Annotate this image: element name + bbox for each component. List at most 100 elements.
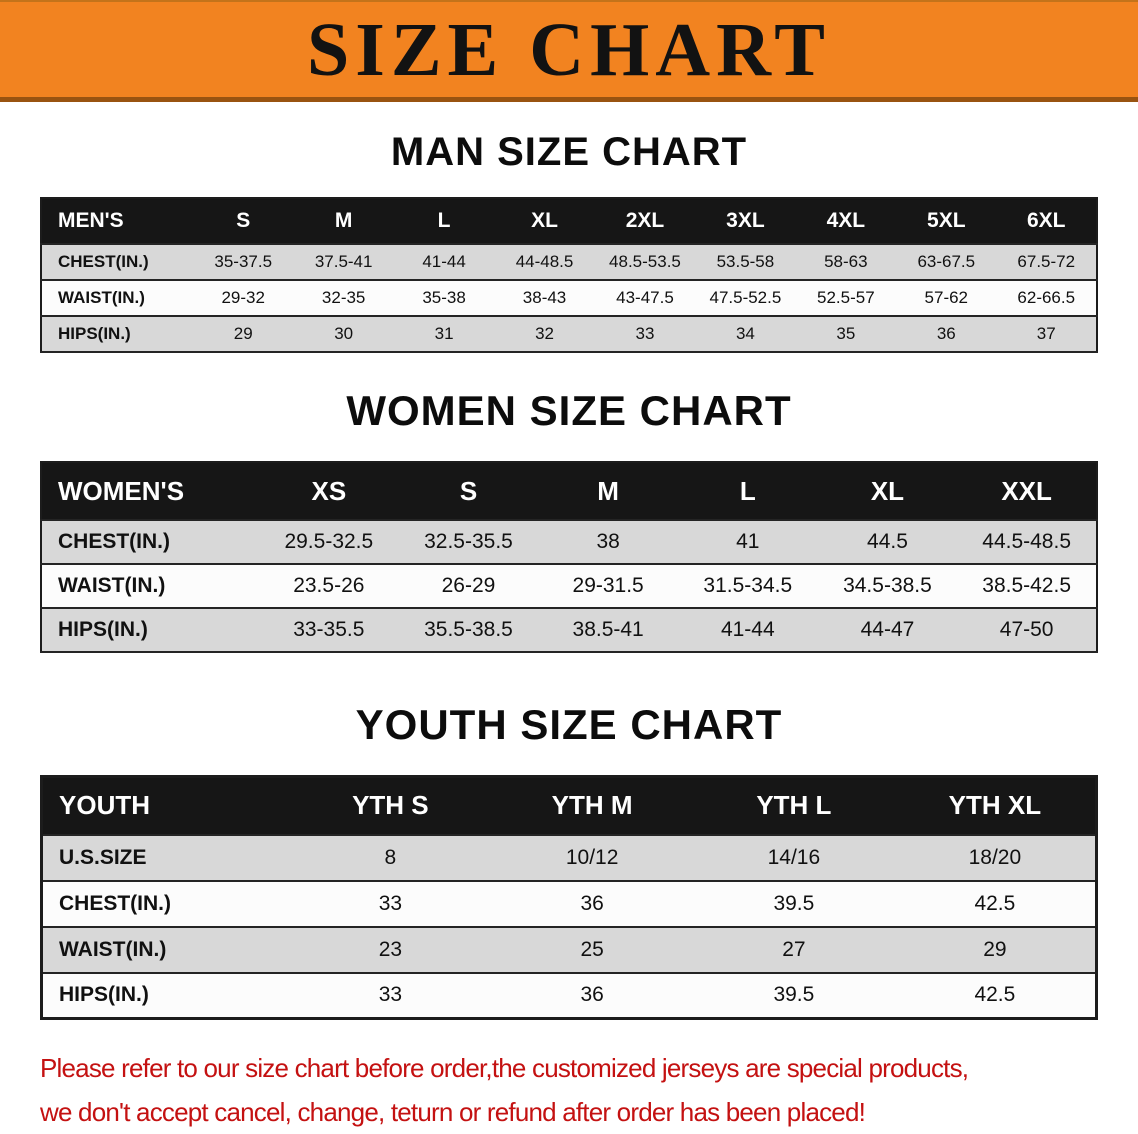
cell-value: 41-44 xyxy=(422,252,466,271)
cell-value: 30 xyxy=(334,324,354,343)
cell-value: 57-62 xyxy=(924,288,969,307)
cell-value: 33 xyxy=(378,983,403,1007)
cell-value: 29-32 xyxy=(221,288,265,307)
cell-value: 39.5 xyxy=(773,891,815,915)
cell-value: 35-37.5 xyxy=(214,252,273,271)
cell-value: 48.5-53.5 xyxy=(609,252,681,271)
women-size-table: WOMEN'S XS S M L XL XXL CHEST(IN.) 29.5-32.5 32.5… xyxy=(40,461,1098,653)
women-section-heading: WOMEN SIZE CHART xyxy=(346,387,792,434)
cell-value: 31.5-34.5 xyxy=(703,574,793,597)
table-row: WAIST(IN.) 23.5-26 26-29 29-31.5 31.5-34.5 34… xyxy=(41,564,1097,608)
women-size-section: WOMEN SIZE CHART WOMEN'S XS S M L XL XXL CHEST(… xyxy=(0,387,1138,653)
column-header: S xyxy=(193,198,294,244)
cell-value: 35 xyxy=(836,324,856,343)
row-label: CHEST(IN.) xyxy=(58,252,149,271)
cell-value: 38-43 xyxy=(522,288,567,307)
column-header: YTH S xyxy=(289,776,492,835)
table-corner-label: MEN'S xyxy=(41,198,193,244)
column-header: 6XL xyxy=(996,198,1097,244)
column-header: 2XL xyxy=(594,198,696,244)
cell-value: 29 xyxy=(233,324,253,343)
cell-value: 10/12 xyxy=(565,845,619,869)
cell-value: 52.5-57 xyxy=(817,288,875,307)
cell-value: 23.5-26 xyxy=(293,574,365,597)
table-row: HIPS(IN.) 29 30 31 32 33 34 35 36 37 xyxy=(41,316,1097,352)
cell-value: 32.5-35.5 xyxy=(424,530,513,553)
row-label: CHEST(IN.) xyxy=(59,891,171,915)
row-label: WAIST(IN.) xyxy=(58,574,166,597)
youth-section-heading: YOUTH SIZE CHART xyxy=(355,701,783,748)
table-header-row: YOUTH YTH S YTH M YTH L YTH XL xyxy=(41,776,1097,835)
notice-line-1: Please refer to our size chart before or… xyxy=(40,1053,969,1083)
cell-value: 47.5-52.5 xyxy=(709,288,782,307)
cell-value: 32 xyxy=(535,324,554,343)
cell-value: 36 xyxy=(580,891,604,915)
cell-value: 44.5 xyxy=(867,530,908,553)
cell-value: 43-47.5 xyxy=(616,288,674,307)
column-header: XXL xyxy=(957,462,1097,520)
cell-value: 42.5 xyxy=(974,891,1016,915)
cell-value: 42.5 xyxy=(974,983,1016,1007)
cell-value: 18/20 xyxy=(968,845,1022,869)
cell-value: 38.5-42.5 xyxy=(982,574,1072,597)
row-label: HIPS(IN.) xyxy=(58,324,131,343)
cell-value: 32-35 xyxy=(321,288,366,307)
row-label: U.S.SIZE xyxy=(59,845,147,869)
row-label: HIPS(IN.) xyxy=(58,618,148,641)
column-header: YTH L xyxy=(693,776,895,835)
column-header: 5XL xyxy=(896,198,997,244)
cell-value: 44-48.5 xyxy=(515,252,574,271)
cell-value: 29 xyxy=(983,937,1007,961)
cell-value: 35.5-38.5 xyxy=(424,618,513,641)
cell-value: 44.5-48.5 xyxy=(982,530,1072,553)
cell-value: 39.5 xyxy=(773,983,815,1007)
table-corner-label: YOUTH xyxy=(41,776,290,835)
row-label: CHEST(IN.) xyxy=(58,530,170,553)
table-header-row: WOMEN'S XS S M L XL XXL xyxy=(41,462,1097,520)
row-label: WAIST(IN.) xyxy=(59,937,167,961)
column-header: 3XL xyxy=(695,198,796,244)
cell-value: 37 xyxy=(1036,324,1056,343)
cell-value: 33 xyxy=(635,324,655,343)
cell-value: 31 xyxy=(434,324,454,343)
men-section-heading: MAN SIZE CHART xyxy=(390,130,748,174)
cell-value: 67.5-72 xyxy=(1017,252,1076,271)
column-header: M xyxy=(293,198,394,244)
table-row: U.S.SIZE 8 10/12 14/16 18/20 xyxy=(41,834,1097,881)
footer-notice: Please refer to our size chart before or… xyxy=(40,1046,1138,1134)
cell-value: 14/16 xyxy=(767,845,821,869)
cell-value: 33 xyxy=(378,891,403,915)
cell-value: 33-35.5 xyxy=(293,618,365,641)
column-header: M xyxy=(538,462,678,520)
column-header: YTH XL xyxy=(894,776,1097,835)
table-row: WAIST(IN.) 29-32 32-35 35-38 38-43 43-47.5 47.… xyxy=(41,280,1097,316)
table-row: CHEST(IN.) 29.5-32.5 32.5-35.5 38 41 44.5 44.5… xyxy=(41,520,1097,564)
notice-line-2: we don't accept cancel, change, teturn o… xyxy=(40,1097,866,1128)
table-corner-label: WOMEN'S xyxy=(41,462,259,520)
cell-value: 29-31.5 xyxy=(572,574,644,597)
cell-value: 26-29 xyxy=(441,574,496,597)
cell-value: 27 xyxy=(782,937,806,961)
table-row: CHEST(IN.) 33 36 39.5 42.5 xyxy=(41,880,1097,927)
cell-value: 37.5-41 xyxy=(314,252,373,271)
cell-value: 36 xyxy=(580,983,604,1007)
column-header: YTH M xyxy=(491,776,693,835)
row-label: WAIST(IN.) xyxy=(58,288,145,307)
cell-value: 62-66.5 xyxy=(1017,288,1076,307)
cell-value: 44-47 xyxy=(860,618,915,641)
row-label: HIPS(IN.) xyxy=(59,983,149,1007)
youth-size-table: YOUTH YTH S YTH M YTH L YTH XL U.S.SIZE 8 10/12… xyxy=(40,775,1098,1020)
cell-value: 38 xyxy=(596,530,620,553)
table-row: CHEST(IN.) 35-37.5 37.5-41 41-44 44-48.5 48.5… xyxy=(41,244,1097,280)
column-header: XL xyxy=(817,462,958,520)
table-row: HIPS(IN.) 33 36 39.5 42.5 xyxy=(41,972,1097,1019)
cell-value: 29.5-32.5 xyxy=(284,530,374,553)
page-title: SIZE CHART xyxy=(306,7,831,92)
cell-value: 63-67.5 xyxy=(917,252,976,271)
cell-value: 38.5-41 xyxy=(572,618,644,641)
youth-size-section: YOUTH SIZE CHART YOUTH YTH S YTH M YTH L YTH… xyxy=(0,701,1138,1020)
cell-value: 41-44 xyxy=(720,618,775,641)
cell-value: 53.5-58 xyxy=(716,252,775,271)
cell-value: 34 xyxy=(735,324,755,343)
